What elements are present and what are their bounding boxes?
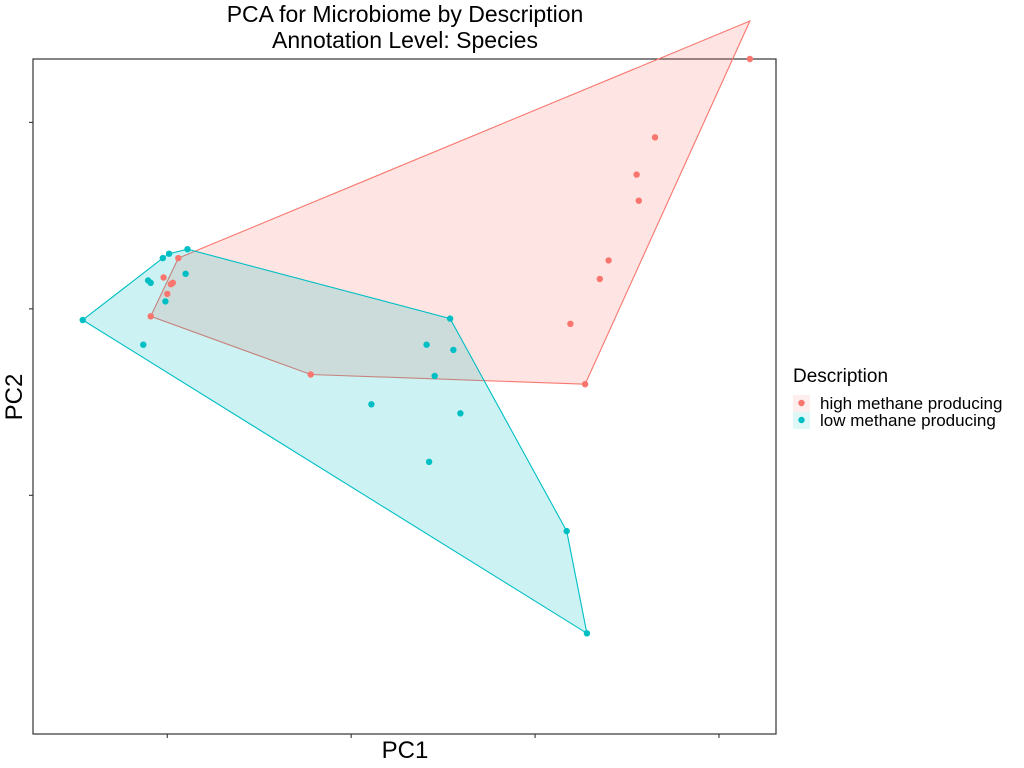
data-point-low-methane [182, 270, 189, 277]
data-point-high-methane [307, 371, 314, 378]
hull-layer [81, 19, 751, 635]
legend-marker [798, 399, 805, 407]
data-point-low-methane [425, 458, 433, 465]
legend-entry: high methane producing [793, 394, 1002, 413]
legend-entry: low methane producing [793, 411, 996, 430]
data-point-high-methane [169, 279, 176, 286]
data-point-low-methane [423, 341, 430, 348]
data-point-low-methane [431, 372, 438, 380]
x-axis-title: PC1 [382, 737, 429, 764]
data-point-high-methane [581, 381, 589, 388]
y-axis-ticks [29, 121, 33, 496]
data-point-low-methane [159, 254, 166, 262]
data-point-high-methane [633, 171, 640, 178]
data-point-high-methane [635, 197, 642, 204]
data-point-low-methane [446, 315, 454, 322]
legend-marker [798, 416, 805, 424]
x-axis-ticks [166, 734, 720, 738]
chart-subtitle: Annotation Level: Species [272, 27, 538, 53]
data-point-high-methane [147, 313, 154, 320]
data-point-high-methane [164, 290, 171, 298]
data-point-high-methane [160, 274, 167, 281]
y-axis-title: PC2 [1, 374, 28, 421]
data-point-high-methane [605, 257, 612, 264]
data-point-high-methane [651, 134, 659, 141]
plot-panel [32, 58, 777, 735]
data-point-high-methane [596, 275, 603, 283]
legend-label: low methane producing [820, 411, 996, 430]
legend-title: Description [793, 366, 888, 387]
data-point-low-methane [368, 401, 375, 408]
hull-high-methane [149, 19, 751, 385]
data-point-low-methane [583, 630, 591, 637]
chart-title: PCA for Microbiome by Description [227, 1, 584, 27]
data-point-low-methane [450, 346, 457, 354]
data-point-low-methane [147, 279, 154, 286]
data-point-low-methane [140, 341, 147, 348]
data-point-high-methane [746, 55, 754, 63]
data-point-low-methane [184, 246, 191, 253]
legend-label: high methane producing [820, 394, 1002, 413]
data-point-low-methane [165, 250, 173, 257]
data-point-high-methane [567, 320, 574, 327]
point-layer [79, 55, 754, 637]
data-point-low-methane [79, 316, 86, 324]
data-point-low-methane [162, 298, 169, 305]
data-point-high-methane [175, 254, 182, 262]
data-point-low-methane [563, 527, 570, 535]
data-point-low-methane [457, 410, 464, 417]
